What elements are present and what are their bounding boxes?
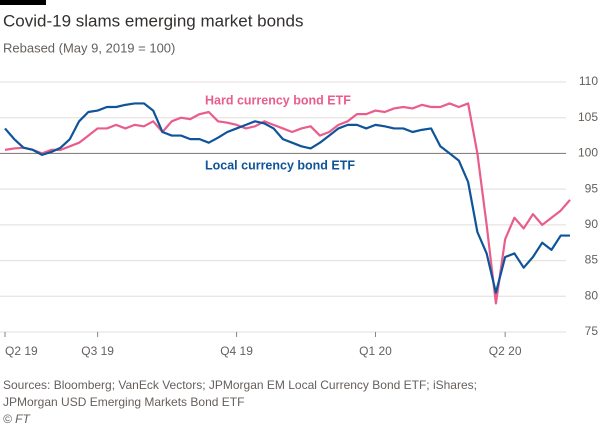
y-tick-label: 95 xyxy=(585,181,599,195)
y-tick-label: 90 xyxy=(585,217,599,231)
y-tick-label: 85 xyxy=(585,253,599,267)
y-tick-label: 80 xyxy=(585,288,599,302)
y-tick-label: 100 xyxy=(578,146,598,160)
x-tick-label: Q2 19 xyxy=(5,344,38,358)
brand-bar xyxy=(0,0,46,5)
series-line xyxy=(4,102,571,305)
x-tick-label: Q2 20 xyxy=(489,344,522,358)
series-label: Local currency bond ETF xyxy=(205,158,355,172)
series-label: Hard currency bond ETF xyxy=(205,93,351,107)
y-tick-label: 75 xyxy=(585,324,599,338)
x-tick-label: Q3 19 xyxy=(81,344,114,358)
source-line: JPMorgan USD Emerging Markets Bond ETF xyxy=(3,395,244,409)
source-line: Sources: Bloomberg; VanEck Vectors; JPMo… xyxy=(3,378,477,392)
chart-title: Covid-19 slams emerging market bonds xyxy=(3,11,303,30)
chart-subtitle: Rebased (May 9, 2019 = 100) xyxy=(3,40,175,55)
source-line: © FT xyxy=(3,412,32,426)
x-tick-label: Q4 19 xyxy=(220,344,253,358)
series-line xyxy=(4,102,570,294)
y-tick-label: 110 xyxy=(579,74,598,88)
x-tick-label: Q1 20 xyxy=(359,344,392,358)
y-tick-label: 105 xyxy=(578,110,598,124)
